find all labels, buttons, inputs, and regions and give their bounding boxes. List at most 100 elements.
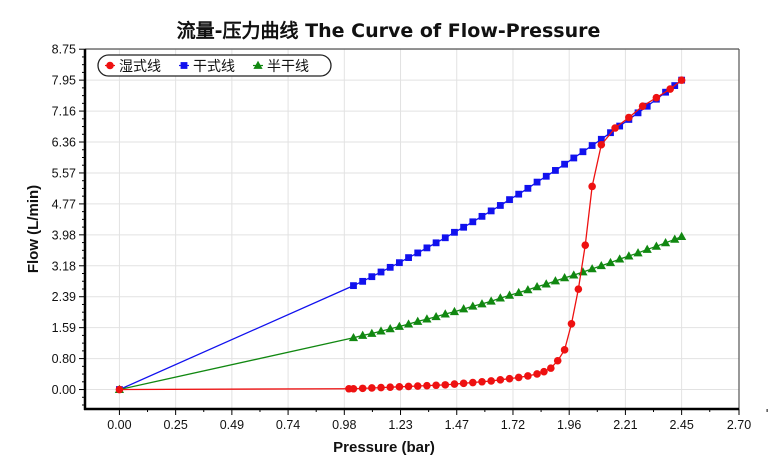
data-point-0: [581, 241, 590, 249]
y-tick-label: 7.16: [52, 105, 76, 119]
data-point-0: [574, 285, 583, 293]
y-tick-label: 2.39: [52, 290, 76, 304]
data-point-2: [468, 301, 478, 310]
data-point-2: [560, 273, 570, 282]
data-point-0: [469, 378, 477, 387]
data-point-0: [450, 380, 459, 388]
data-point-1: [597, 135, 605, 143]
x-tick-label: 0.74: [276, 418, 300, 432]
data-point-2: [550, 276, 561, 285]
data-point-2: [624, 251, 634, 260]
data-point-2: [633, 248, 643, 257]
data-point-2: [367, 328, 377, 337]
data-point-0: [459, 379, 468, 388]
y-tick-label: 6.36: [52, 136, 76, 150]
data-point-0: [413, 382, 422, 390]
data-point-1: [460, 223, 468, 231]
data-point-1: [359, 277, 367, 285]
data-point-0: [368, 384, 376, 392]
data-point-0: [588, 182, 596, 191]
legend-label: 干式线: [193, 59, 235, 75]
data-point-2: [670, 234, 680, 243]
data-point-1: [533, 178, 541, 186]
data-point-2: [376, 326, 386, 335]
data-point-0: [553, 356, 562, 365]
data-point-0: [560, 346, 569, 354]
data-point-1: [432, 239, 440, 247]
data-point-2: [459, 304, 469, 313]
data-point-2: [651, 241, 661, 250]
data-point-2: [642, 244, 652, 253]
x-tick-label: 1.23: [388, 418, 412, 432]
data-point-1: [469, 218, 477, 226]
data-point-2: [358, 330, 368, 339]
data-point-1: [579, 148, 587, 156]
data-point-1: [515, 190, 523, 198]
y-tick-label: 3.18: [52, 259, 76, 273]
y-tick-label: 3.98: [52, 228, 76, 242]
y-tick-label: 0.80: [52, 352, 76, 366]
chart-title: 流量-压力曲线 The Curve of Flow-Pressure: [176, 20, 601, 42]
x-tick-label: 2.70: [727, 418, 751, 432]
data-point-2: [385, 324, 395, 333]
data-point-0: [514, 373, 523, 382]
data-point-1: [643, 102, 651, 110]
data-point-2: [514, 287, 524, 297]
data-point-2: [504, 290, 515, 299]
data-point-0: [377, 383, 385, 392]
data-point-0: [540, 367, 548, 376]
x-tick-label: 0.49: [220, 418, 244, 432]
data-point-1: [368, 273, 376, 281]
x-tick-label: 1.72: [501, 418, 525, 432]
data-point-1: [441, 234, 449, 242]
data-point-2: [677, 231, 687, 240]
data-point-0: [524, 372, 532, 380]
data-point-1: [588, 142, 596, 149]
x-axis-label: Pressure (bar): [333, 439, 435, 456]
data-point-0: [404, 382, 413, 391]
data-point-1: [350, 282, 357, 290]
y-tick-label: 0.00: [52, 383, 76, 397]
data-point-0: [386, 383, 395, 392]
data-point-0: [547, 364, 555, 372]
data-point-2: [523, 285, 533, 294]
data-point-1: [561, 160, 568, 168]
y-axis-label: Flow (L/min): [25, 185, 42, 273]
data-point-0: [478, 377, 486, 386]
data-point-0: [358, 384, 367, 393]
x-tick-label: 0.98: [332, 418, 356, 432]
data-point-0: [533, 370, 541, 378]
data-point-2: [403, 319, 414, 328]
legend-marker-triangle: [253, 60, 263, 69]
data-point-1: [451, 228, 458, 236]
x-tick-label: 1.47: [445, 418, 469, 432]
data-point-1: [377, 268, 385, 276]
data-point-2: [477, 299, 487, 308]
data-point-0: [432, 381, 440, 390]
data-point-2: [413, 316, 423, 325]
data-point-2: [348, 332, 359, 342]
data-point-1: [506, 196, 513, 204]
data-point-0: [677, 76, 686, 84]
data-point-0: [395, 383, 404, 391]
data-point-2: [660, 238, 671, 247]
data-point-0: [666, 85, 674, 93]
data-point-1: [542, 172, 550, 180]
data-point-2: [486, 296, 496, 305]
data-point-1: [478, 212, 486, 220]
x-tick-label: 2.45: [669, 418, 693, 432]
data-point-0: [611, 124, 619, 132]
legend-label: 半干线: [267, 59, 309, 75]
data-point-2: [394, 321, 404, 330]
data-point-2: [422, 314, 432, 323]
data-point-2: [440, 309, 450, 318]
data-point-1: [414, 249, 422, 257]
data-point-1: [405, 254, 412, 262]
data-point-2: [449, 306, 460, 316]
data-point-1: [487, 207, 495, 215]
data-point-2: [587, 264, 597, 273]
data-point-1: [524, 184, 532, 192]
data-point-2: [431, 311, 441, 321]
data-point-1: [634, 109, 642, 117]
